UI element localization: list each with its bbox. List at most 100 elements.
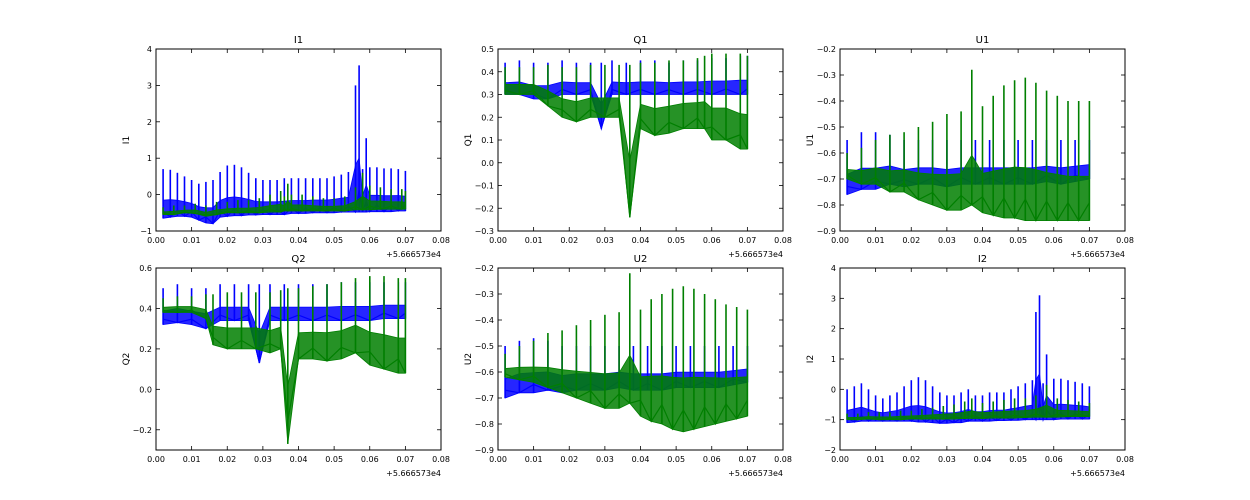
x-tick-label-I1: 0.08 — [432, 236, 450, 245]
x-tick-label-U2: 0.01 — [525, 455, 543, 464]
y-tick-label-I2: 0 — [831, 385, 836, 394]
y-tick-label-U2: −0.7 — [475, 394, 494, 403]
y-tick-label-Q2: 0.0 — [139, 385, 152, 394]
x-tick-label-I2: 0.01 — [867, 455, 885, 464]
y-tick-label-I2: −2 — [824, 446, 836, 455]
plot-area-Q2 — [162, 276, 407, 444]
x-offset-label-Q2: +5.666573e4 — [386, 469, 441, 478]
y-tick-label-U2: −0.4 — [475, 316, 494, 325]
x-tick-label-I1: 0.07 — [396, 236, 414, 245]
y-tick-label-U2: −0.8 — [475, 420, 494, 429]
series-2-line-I2 — [847, 413, 1090, 421]
series-2-U1 — [846, 69, 1091, 222]
x-tick-label-Q1: 0.05 — [667, 236, 685, 245]
x-tick-label-I1: 0.05 — [325, 236, 343, 245]
plot-area-U1 — [846, 69, 1091, 222]
chart-panel-I1: I1 I1 +5.666573e4 0.00 0.01 0.02 0.03 0.04 0.… — [122, 35, 450, 259]
x-offset-label-U1: +5.666573e4 — [1070, 250, 1125, 259]
y-tick-label-I2: 4 — [831, 264, 836, 273]
series-2-line-I1 — [163, 205, 406, 216]
y-tick-label-I1: 3 — [147, 81, 152, 90]
plot-area-I1 — [162, 65, 407, 225]
chart-panel-Q1: Q1 Q1 +5.666573e4 0.00 0.01 0.02 0.03 0.04 0.… — [464, 35, 792, 259]
x-offset-label-I2: +5.666573e4 — [1070, 469, 1125, 478]
plot-area-Q1 — [504, 53, 749, 218]
y-tick-label-U2: −0.9 — [475, 446, 494, 455]
chart-title-Q2: Q2 — [291, 254, 305, 265]
series-2-Q1 — [504, 53, 749, 218]
series-2-line-Q1 — [504, 89, 748, 218]
x-tick-label-Q1: 0.01 — [525, 236, 543, 245]
y-axis-label-U2: U2 — [464, 353, 474, 365]
x-tick-label-I2: 0.02 — [902, 455, 920, 464]
series-2-line-U2 — [504, 373, 748, 431]
series-2-I2 — [846, 384, 1091, 421]
chart-title-I1: I1 — [294, 35, 303, 46]
series-2-Q2 — [162, 276, 407, 444]
x-tick-label-Q1: 0.02 — [560, 236, 578, 245]
y-tick-label-I2: 2 — [831, 325, 836, 334]
x-tick-label-Q2: 0.01 — [183, 455, 201, 464]
y-axis-label-Q2: Q2 — [122, 353, 132, 366]
series-2-line-Q2 — [163, 309, 406, 421]
y-tick-label-Q2: 0.4 — [139, 304, 152, 313]
x-tick-label-I2: 0.05 — [1009, 455, 1027, 464]
x-tick-label-U1: 0.01 — [867, 236, 885, 245]
y-tick-label-U2: −0.5 — [475, 342, 494, 351]
y-tick-label-Q1: 0.2 — [481, 113, 494, 122]
x-tick-label-I1: 0.03 — [254, 236, 272, 245]
x-offset-label-I1: +5.666573e4 — [386, 250, 441, 259]
y-tick-label-U1: −0.5 — [817, 123, 836, 132]
x-tick-label-I2: 0.03 — [938, 455, 956, 464]
y-tick-label-U1: −0.9 — [817, 227, 836, 236]
x-tick-label-I2: 0.06 — [1045, 455, 1063, 464]
y-tick-label-U2: −0.6 — [475, 368, 494, 377]
x-tick-label-U1: 0.05 — [1009, 236, 1027, 245]
x-tick-label-I1: 0.02 — [218, 236, 236, 245]
x-tick-label-U1: 0.02 — [902, 236, 920, 245]
series-2-U2 — [504, 273, 749, 433]
y-axis-label-I2: I2 — [806, 355, 816, 363]
chart-title-Q1: Q1 — [633, 35, 647, 46]
series-2-line-U1 — [846, 174, 1090, 222]
x-tick-label-Q1: 0.03 — [596, 236, 614, 245]
x-tick-label-U2: 0.06 — [703, 455, 721, 464]
x-tick-label-U2: 0.03 — [596, 455, 614, 464]
x-tick-label-Q2: 0.03 — [254, 455, 272, 464]
y-tick-label-Q1: −0.2 — [475, 204, 494, 213]
x-tick-label-U1: 0.00 — [831, 236, 849, 245]
x-tick-label-Q2: 0.06 — [361, 455, 379, 464]
x-tick-label-Q2: 0.05 — [325, 455, 343, 464]
y-tick-label-U2: −0.2 — [475, 264, 494, 273]
x-tick-label-I1: 0.00 — [147, 236, 165, 245]
y-tick-label-Q1: 0.0 — [481, 159, 494, 168]
y-tick-label-U1: −0.7 — [817, 175, 836, 184]
x-offset-label-U2: +5.666573e4 — [728, 469, 783, 478]
y-tick-label-Q1: −0.1 — [475, 182, 494, 191]
y-tick-label-U1: −0.2 — [817, 45, 836, 54]
x-tick-label-I2: 0.04 — [974, 455, 992, 464]
y-tick-label-I1: 0 — [147, 191, 152, 200]
y-tick-label-Q1: 0.4 — [481, 68, 494, 77]
y-tick-label-I1: 4 — [147, 45, 152, 54]
x-tick-label-U2: 0.05 — [667, 455, 685, 464]
chart-panel-Q2: Q2 Q2 +5.666573e4 0.00 0.01 0.02 0.03 0.04 0.… — [122, 254, 450, 478]
x-tick-label-Q2: 0.02 — [218, 455, 236, 464]
y-axis-label-U1: U1 — [806, 134, 816, 146]
x-tick-label-Q2: 0.07 — [396, 455, 414, 464]
y-tick-label-Q1: 0.5 — [481, 45, 494, 54]
y-tick-label-U1: −0.6 — [817, 149, 836, 158]
chart-panel-U1: U1 U1 +5.666573e4 0.00 0.01 0.02 0.03 0.04 0.… — [806, 35, 1134, 259]
x-tick-label-U1: 0.04 — [974, 236, 992, 245]
x-tick-label-I2: 0.07 — [1080, 455, 1098, 464]
x-tick-label-Q1: 0.06 — [703, 236, 721, 245]
x-tick-label-I2: 0.00 — [831, 455, 849, 464]
x-tick-label-Q1: 0.07 — [738, 236, 756, 245]
x-tick-label-U1: 0.08 — [1116, 236, 1134, 245]
x-tick-label-U2: 0.08 — [774, 455, 792, 464]
x-tick-label-U2: 0.02 — [560, 455, 578, 464]
chart-title-I2: I2 — [978, 254, 987, 265]
y-tick-label-I2: 1 — [831, 355, 836, 364]
y-tick-label-Q1: 0.1 — [481, 136, 494, 145]
